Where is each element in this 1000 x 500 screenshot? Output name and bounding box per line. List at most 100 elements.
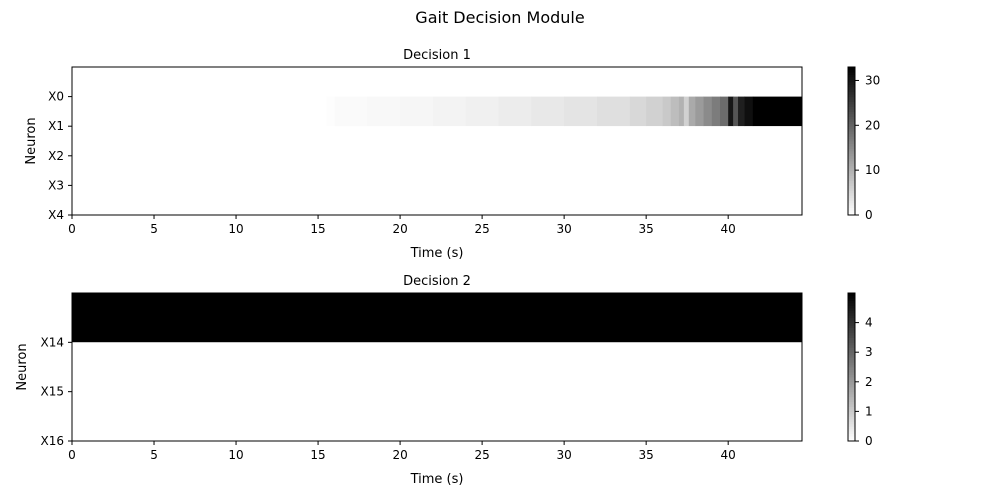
colorbar-segment [848, 404, 855, 407]
heatmap-cell [531, 96, 565, 127]
heatmap-cell [688, 96, 696, 127]
heatmap-cell [683, 96, 690, 127]
colorbar-segment [848, 128, 855, 132]
chart-panel-1: 0 5 10 15 20 25 30 35 40 X0 X1 X2 X3 X4 Decision 1 Time… [24, 48, 880, 261]
heatmap-cell [733, 96, 739, 127]
colorbar-segment [848, 401, 855, 405]
colorbar-segment [848, 359, 855, 363]
colorbar-segment [848, 386, 855, 390]
colorbar-segment [848, 293, 855, 296]
colorbar-segment [848, 330, 855, 333]
heatmap-cell [72, 342, 803, 441]
x-tick-label: 10 [228, 222, 243, 236]
colorbar-segment [848, 173, 855, 177]
colorbar-segment [848, 108, 855, 112]
plot-frame [71, 292, 803, 442]
colorbar-segment [848, 322, 855, 326]
y-tick-label: X1 [48, 119, 64, 133]
colorbar-segment [848, 376, 855, 380]
colorbar-segment [848, 379, 855, 383]
colorbar-segment [848, 357, 855, 361]
colorbar-segment [848, 207, 855, 211]
colorbar-segment [848, 438, 855, 442]
y-tick-label: X3 [48, 178, 64, 192]
colorbar-segment [848, 158, 855, 162]
colorbar-segment [848, 305, 855, 309]
y-tick-label: X4 [48, 208, 64, 222]
heatmap-cell [670, 96, 680, 127]
colorbar-segment [848, 123, 855, 127]
colorbar-segment [848, 354, 855, 358]
colorbar-segment [848, 374, 855, 378]
colorbar-tick-label: 0 [865, 208, 873, 222]
heatmap-cell [738, 96, 746, 127]
x-tick-label: 20 [392, 222, 407, 236]
colorbar-segment [848, 155, 855, 159]
y-tick-label: X0 [48, 90, 64, 104]
colorbar-segment [848, 310, 855, 314]
colorbar: 0 10 20 30 [847, 66, 880, 222]
colorbar-segment [848, 101, 855, 105]
colorbar-segment [848, 150, 855, 154]
x-tick-label: 5 [150, 222, 158, 236]
colorbar-segment [848, 364, 855, 368]
colorbar-segment [848, 192, 855, 196]
colorbar-segment [848, 81, 855, 85]
colorbar-tick-label: 1 [865, 404, 873, 418]
colorbar-segment [848, 178, 855, 181]
colorbar-segment [848, 74, 855, 78]
heatmap-cell [367, 96, 401, 127]
colorbar-segment [848, 99, 855, 103]
colorbar-segment [848, 371, 855, 375]
colorbar-segment [848, 91, 855, 95]
colorbar-tick-label: 3 [865, 345, 873, 359]
colorbar-segment [848, 160, 855, 164]
colorbar-segment [848, 94, 855, 98]
colorbar-segment [848, 300, 855, 304]
heatmap-cell [662, 96, 672, 127]
colorbar-segment [848, 349, 855, 353]
colorbar-tick-label: 30 [865, 73, 880, 87]
colorbar-tick-label: 10 [865, 163, 880, 177]
colorbar: 0 1 2 3 4 [847, 292, 873, 448]
colorbar-segment [848, 315, 855, 319]
x-tick-label: 15 [310, 222, 325, 236]
colorbar-segment [848, 182, 855, 186]
colorbar-segment [848, 408, 855, 412]
x-tick-label: 40 [721, 448, 736, 462]
colorbar-segment [848, 423, 855, 427]
heatmap-cell [728, 96, 734, 127]
heatmap-cell [711, 96, 721, 127]
colorbar-segment [848, 153, 855, 157]
colorbar-segment [848, 210, 855, 214]
colorbar-segment [848, 320, 855, 324]
colorbar-segment [848, 195, 855, 199]
colorbar-segment [848, 396, 855, 400]
colorbar-segment [848, 317, 855, 321]
x-tick-label: 20 [392, 448, 407, 462]
heatmap-cell [719, 96, 729, 127]
heatmap-cell [72, 96, 327, 127]
x-tick-label: 35 [639, 448, 654, 462]
colorbar-segment [848, 104, 855, 107]
colorbar-segment [848, 297, 855, 301]
colorbar-segment [848, 170, 855, 174]
plot-frame [71, 66, 803, 216]
colorbar-segment [848, 67, 855, 70]
y-tick-label: X2 [48, 149, 64, 163]
colorbar-segment [848, 165, 855, 169]
heatmap-cell [596, 96, 631, 127]
colorbar-segment [848, 416, 855, 420]
heatmap-cell [72, 293, 803, 343]
colorbar-segment [848, 325, 855, 329]
colorbar-segment [848, 131, 855, 135]
colorbar-segment [848, 168, 855, 172]
colorbar-segment [848, 413, 855, 417]
colorbar-segment [848, 111, 855, 115]
heatmap-cell [629, 96, 647, 127]
colorbar-segment [848, 367, 855, 370]
figure-title: Gait Decision Module [415, 8, 585, 27]
heatmap-cell [564, 96, 598, 127]
colorbar-frame [847, 66, 856, 216]
